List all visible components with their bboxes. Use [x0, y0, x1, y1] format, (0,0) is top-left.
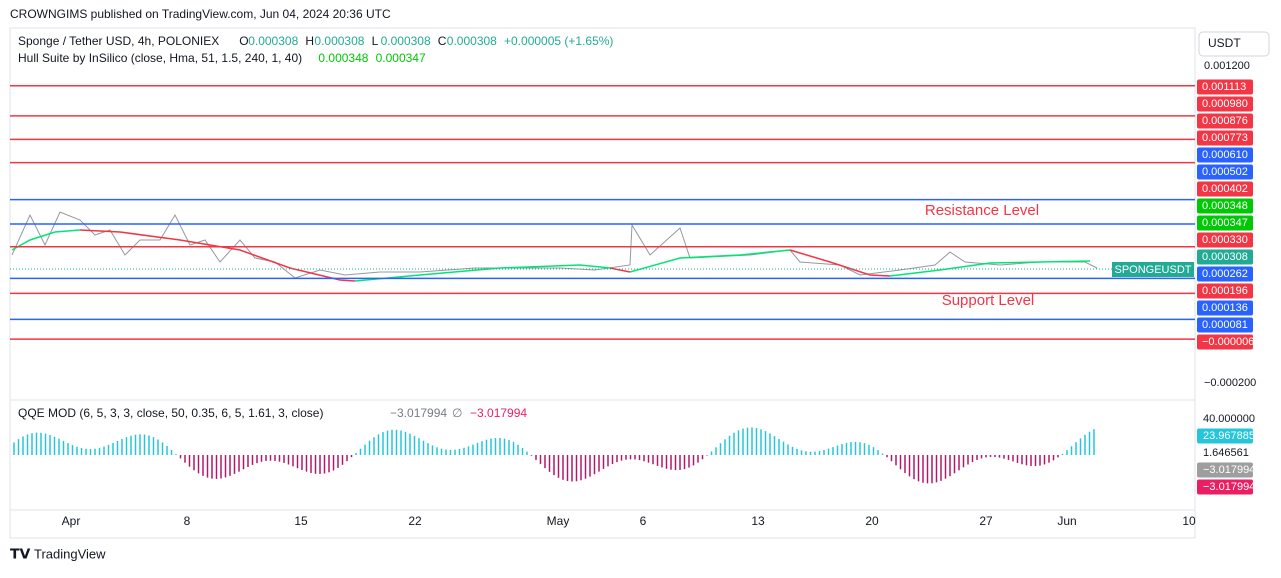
currency-button[interactable] [1198, 31, 1270, 57]
ohlc-key: C [438, 34, 447, 48]
price-badge-label: 0.000876 [1202, 115, 1248, 127]
legend: Sponge / Tether USD, 4h, POLONIEX O 0.0003… [18, 34, 613, 65]
brand: TradingView [34, 546, 106, 561]
qqe-symbol: ∅ [452, 406, 462, 420]
price-badge [1197, 113, 1253, 129]
qqe-badge [1197, 428, 1253, 444]
ohlc-value: 0.000308 [381, 34, 431, 48]
price-badge [1197, 283, 1253, 299]
price-badge [1197, 334, 1253, 350]
qqe-badge [1197, 462, 1253, 478]
price-badge [1197, 249, 1253, 265]
price-badge-label: 0.000347 [1202, 217, 1248, 229]
ohlc-value: 0.000308 [248, 34, 298, 48]
logo: 𝗧𝗩 [10, 546, 31, 562]
price-badge-label: 0.000308 [1202, 251, 1248, 263]
time-label: 20 [865, 514, 879, 528]
price-badge-label: 0.000610 [1202, 149, 1248, 161]
time-label: 22 [408, 514, 422, 528]
price-badge [1197, 147, 1253, 163]
change: +0.000005 (+1.65%) [504, 34, 613, 48]
qqe-value: −3.017994 [470, 406, 527, 420]
price-badge-label: 0.000262 [1202, 268, 1248, 280]
indicator-value: 0.000347 [376, 51, 426, 65]
price-badge-label: 0.000980 [1202, 98, 1248, 110]
qqe-scale-label: −3.017994 [1203, 464, 1255, 476]
price-badge-label: 0.000136 [1202, 302, 1248, 314]
price-badge [1197, 266, 1253, 282]
price-badge-label: 0.000402 [1202, 183, 1248, 195]
qqe-title: QQE MOD (6, 5, 3, 3, close, 50, 0.35, 6,… [18, 406, 323, 420]
time-label: 6 [640, 514, 647, 528]
price-label: 0.001200 [1204, 60, 1250, 72]
resistance-label: Resistance Level [925, 202, 1039, 219]
qqe-scale-label: −3.017994 [1203, 481, 1255, 493]
time-label: 8 [184, 514, 191, 528]
publisher: CROWNGIMS published on TradingView.com, … [10, 7, 391, 21]
chart-frame [9, 27, 1196, 539]
ohlc-key: H [305, 34, 314, 48]
price-badge-label: −0.000006 [1202, 336, 1254, 348]
price-badge [1197, 300, 1253, 316]
price-badge [1197, 198, 1253, 214]
price-badge [1197, 96, 1253, 112]
price-badge [1197, 79, 1253, 95]
support-label: Support Level [942, 292, 1035, 309]
ohlc-key: O [239, 34, 248, 48]
price-scale: 0.001200 −0.000200 0.001113 0.000980 0.00087… [1197, 60, 1256, 389]
qqe-scale-label: 1.646561 [1203, 447, 1249, 459]
time-label: Jun [1057, 514, 1076, 528]
qqe-badge [1197, 479, 1253, 495]
ohlc-value: 0.000308 [314, 34, 364, 48]
time-label: 10 [1182, 514, 1196, 528]
price-badge-label: 0.001113 [1202, 81, 1246, 93]
qqe-histogram [13, 427, 1095, 484]
ohlc-value: 0.000308 [447, 34, 497, 48]
price-levels [10, 84, 1195, 340]
ohlc-key: L [372, 34, 379, 48]
price-badge [1197, 215, 1253, 231]
qqe-legend: QQE MOD (6, 5, 3, 3, close, 50, 0.35, 6,… [18, 406, 1255, 495]
symbol-tag: SPONGEUSDT [1114, 264, 1191, 276]
price-badge [1197, 181, 1253, 197]
price-badge [1197, 164, 1253, 180]
time-axis: Apr 8 15 22 May 6 13 20 27 Jun 10 [62, 514, 1196, 528]
qqe-value: −3.017994 [390, 406, 447, 420]
price-label: −0.000200 [1204, 377, 1256, 389]
currency[interactable]: USDT [1208, 36, 1241, 50]
price-badge [1197, 130, 1253, 146]
price-badge [1197, 317, 1253, 333]
price-badge-label: 0.000330 [1202, 234, 1248, 246]
symbol-tag-bg [1112, 262, 1194, 277]
time-label: Apr [62, 514, 81, 528]
qqe-scale-label: 23.967885 [1203, 430, 1255, 442]
price-badge [1197, 232, 1253, 248]
price-badge-label: 0.000196 [1202, 285, 1248, 297]
price-badge-label: 0.000081 [1202, 319, 1248, 331]
time-label: 15 [294, 514, 308, 528]
indicator: Hull Suite by InSilico (close, Hma, 51, … [18, 51, 302, 65]
time-label: 27 [979, 514, 993, 528]
qqe-scale-label: 40.000000 [1203, 413, 1255, 425]
price-decoration [10, 211, 1195, 282]
indicator-value: 0.000348 [318, 51, 368, 65]
price-badge-label: 0.000773 [1202, 132, 1248, 144]
price-badge-label: 0.000502 [1202, 166, 1248, 178]
time-label: 13 [751, 514, 765, 528]
time-label: May [547, 514, 570, 528]
symbol: Sponge / Tether USD, 4h, POLONIEX [18, 34, 219, 48]
price-badge-label: 0.000348 [1202, 200, 1248, 212]
